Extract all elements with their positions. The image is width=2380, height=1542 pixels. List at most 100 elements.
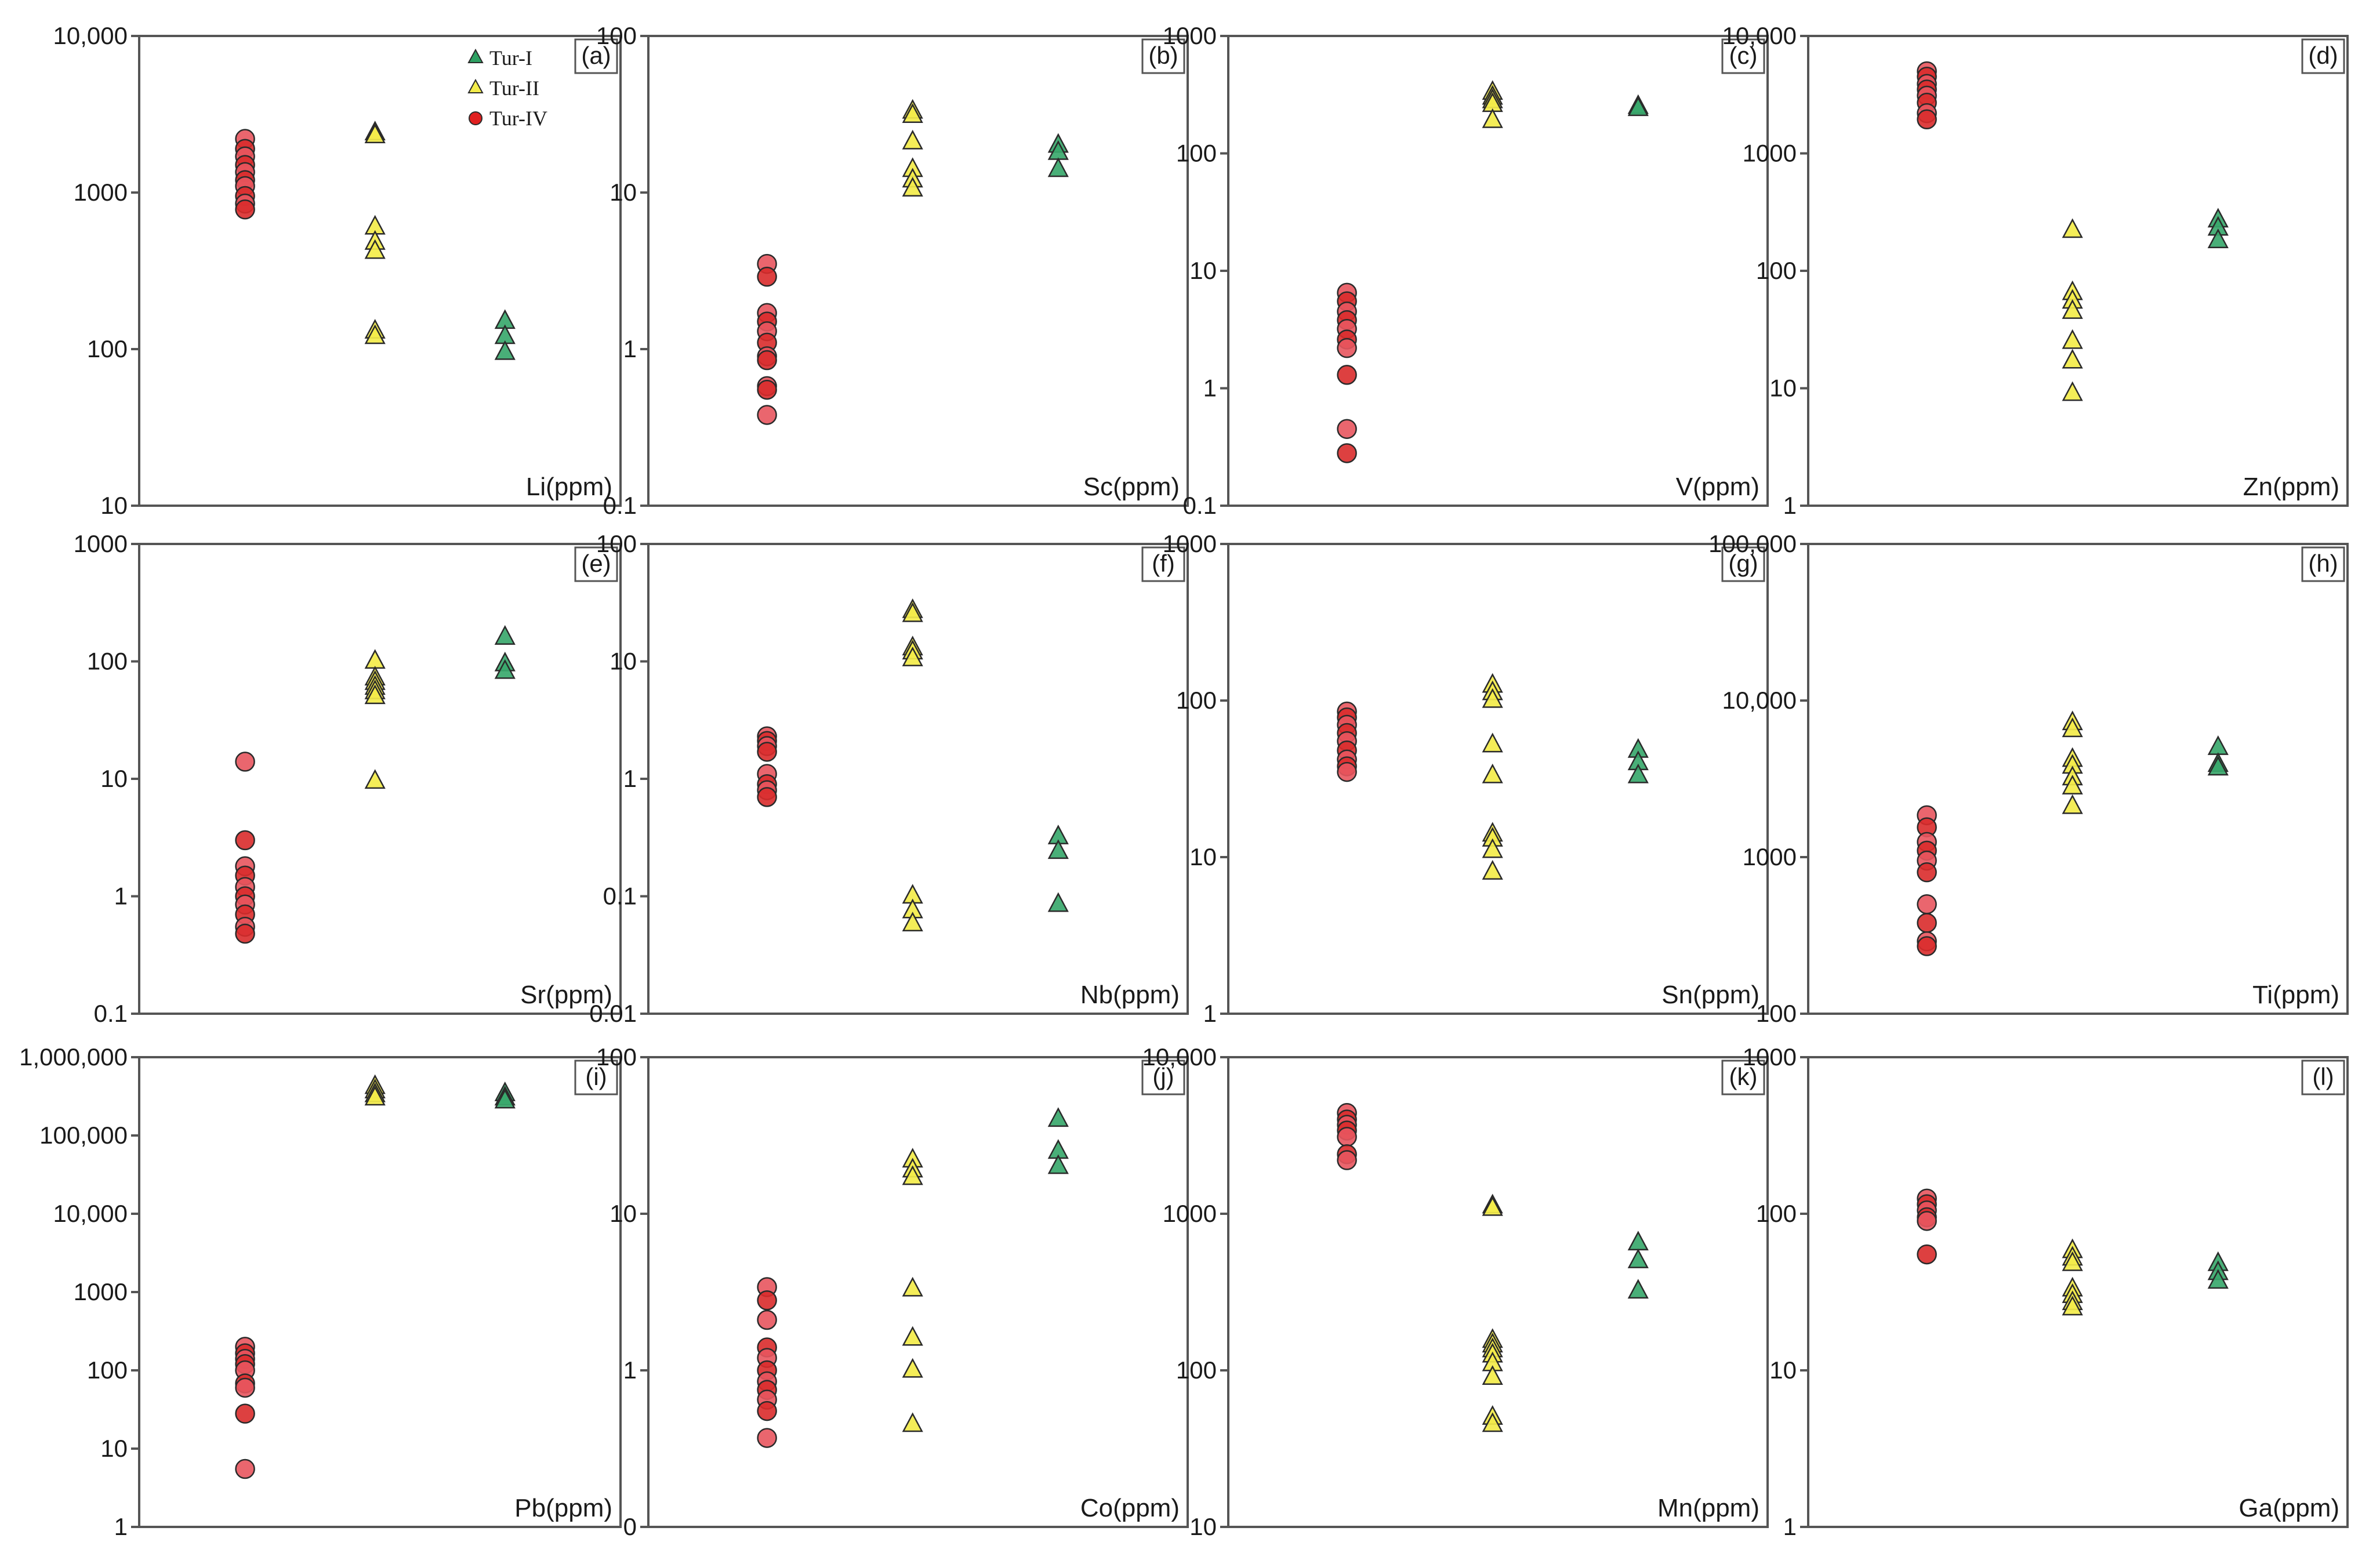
- data-point-tur-ii: [2062, 299, 2083, 319]
- plot-frame: [1807, 35, 2349, 507]
- panel-label: (i): [585, 1063, 607, 1090]
- y-tick-label: 10,000: [1142, 1043, 1217, 1071]
- data-point-tur-ii: [1482, 1365, 1503, 1385]
- data-point-tur-ii: [2062, 717, 2083, 738]
- y-tick-label: 10,000: [53, 22, 128, 49]
- data-point-tur-iv: [1917, 109, 1937, 130]
- y-tick-label: 10: [100, 1435, 128, 1462]
- data-point-tur-ii: [1482, 859, 1503, 880]
- y-tick-label: 100: [87, 335, 128, 362]
- data-point-tur-iv: [757, 1401, 777, 1421]
- panel-label-frame: [574, 1060, 618, 1095]
- data-point-tur-iv: [757, 1290, 777, 1311]
- y-tick-label: 1000: [1743, 140, 1797, 167]
- data-point-tur-ii: [902, 103, 923, 123]
- panel-label-box: (j): [1141, 1060, 1185, 1095]
- data-point-tur-ii: [902, 602, 923, 622]
- y-tick-label: 1: [623, 1356, 637, 1384]
- data-point-tur-iv: [235, 830, 255, 851]
- y-tick-label: 100: [1756, 1200, 1797, 1227]
- data-point-tur-iv: [757, 787, 777, 807]
- data-point-tur-ii: [364, 239, 386, 259]
- y-tick-label: 0.1: [603, 883, 637, 910]
- data-point-tur-i: [1047, 157, 1069, 177]
- panel-label-box: (k): [1721, 1060, 1765, 1095]
- data-point-tur-iv: [1917, 913, 1937, 933]
- y-tick-label: 100: [1176, 140, 1217, 167]
- panel-k: 10 100 1000 10,000 (k) Mn(ppm): [1142, 1043, 1769, 1540]
- panel-label: (g): [1728, 550, 1758, 577]
- variable-label: Sr(ppm): [520, 981, 612, 1009]
- y-tick-label: 1000: [1743, 1043, 1797, 1071]
- y-tick-label: 1000: [74, 530, 128, 557]
- data-point-tur-iv: [235, 1403, 255, 1424]
- y-tick-label: 100: [1176, 1356, 1217, 1384]
- y-tick-label: 10: [609, 1200, 637, 1227]
- data-point-tur-iv: [757, 1428, 777, 1448]
- data-point-tur-ii: [902, 1276, 923, 1297]
- panel-label: (e): [581, 550, 611, 577]
- data-point-tur-iv: [757, 1309, 777, 1330]
- plot-frame: [1227, 35, 1769, 507]
- variable-label: Pb(ppm): [514, 1494, 612, 1522]
- panel-label-frame: [1721, 1060, 1765, 1095]
- y-tick-label: 10: [1769, 375, 1797, 402]
- panel-a: 10100100010,000(a)Li(ppm)Tur-ITur-IITur-…: [53, 22, 622, 519]
- plot-frame: [647, 35, 1189, 507]
- y-tick-label: 100: [1176, 687, 1217, 714]
- data-point-tur-ii: [2062, 1251, 2083, 1271]
- data-point-tur-ii: [902, 1358, 923, 1378]
- data-point-tur-iv: [1337, 1150, 1357, 1170]
- data-point-tur-iv: [1337, 338, 1357, 358]
- y-tick-label: 0.1: [603, 492, 637, 519]
- panel-label-box: (d): [2301, 38, 2345, 74]
- y-tick-label: 100: [87, 648, 128, 675]
- data-point-tur-i: [1627, 96, 1649, 117]
- panel-label-box: (b): [1141, 38, 1185, 74]
- panel-label-frame: [574, 546, 618, 582]
- data-point-tur-i: [1047, 839, 1069, 859]
- data-point-tur-ii: [2062, 794, 2083, 814]
- data-point-tur-iv: [235, 199, 255, 220]
- data-point-tur-i: [494, 659, 516, 679]
- panel-label-frame: [2301, 38, 2345, 74]
- data-point-tur-i: [2207, 228, 2229, 248]
- data-point-tur-iv: [1917, 1244, 1937, 1265]
- data-point-tur-ii: [902, 1412, 923, 1432]
- data-point-tur-i: [2207, 756, 2229, 776]
- legend: Tur-I Tur-II Tur-IV: [467, 46, 547, 130]
- y-tick-label: 10: [1769, 1356, 1797, 1384]
- y-tick-label: 100: [596, 530, 637, 557]
- data-point-tur-i: [1627, 1249, 1649, 1268]
- panel-label: (b): [1148, 42, 1178, 69]
- panel-l: 1 10 100 1000 (l) Ga(ppm): [1743, 1043, 2349, 1540]
- data-point-tur-ii: [2062, 218, 2083, 238]
- plot-frame: [138, 35, 622, 507]
- data-point-tur-ii: [902, 912, 923, 932]
- panel-label-box: (e): [574, 546, 618, 582]
- data-point-tur-ii: [2062, 349, 2083, 369]
- panel-label-frame: [1721, 38, 1765, 74]
- data-point-tur-ii: [1482, 688, 1503, 708]
- data-point-tur-ii: [1482, 1196, 1503, 1216]
- panel-label: (l): [2312, 1063, 2334, 1090]
- y-tick-label: 0: [623, 1513, 637, 1540]
- data-point-tur-i: [1047, 1154, 1069, 1174]
- legend-label: Tur-I: [489, 46, 532, 70]
- data-point-tur-ii: [1482, 763, 1503, 783]
- data-point-tur-iv: [235, 752, 255, 772]
- data-point-tur-ii: [364, 769, 386, 789]
- data-point-tur-iv: [757, 379, 777, 400]
- data-point-tur-i: [494, 625, 516, 645]
- panel-e: 0.1 1 10 100 1000 (e) Sr(ppm): [74, 530, 622, 1027]
- data-point-tur-ii: [364, 124, 386, 143]
- y-tick-label: 1: [1783, 492, 1797, 519]
- data-point-tur-ii: [902, 646, 923, 666]
- y-tick-label: 1,000,000: [19, 1043, 128, 1071]
- y-tick-label: 1000: [74, 179, 128, 206]
- variable-label: V(ppm): [1676, 473, 1759, 501]
- data-point-tur-i: [1627, 1279, 1649, 1299]
- data-point-tur-i: [1047, 892, 1069, 912]
- legend-label: Tur-II: [489, 77, 539, 100]
